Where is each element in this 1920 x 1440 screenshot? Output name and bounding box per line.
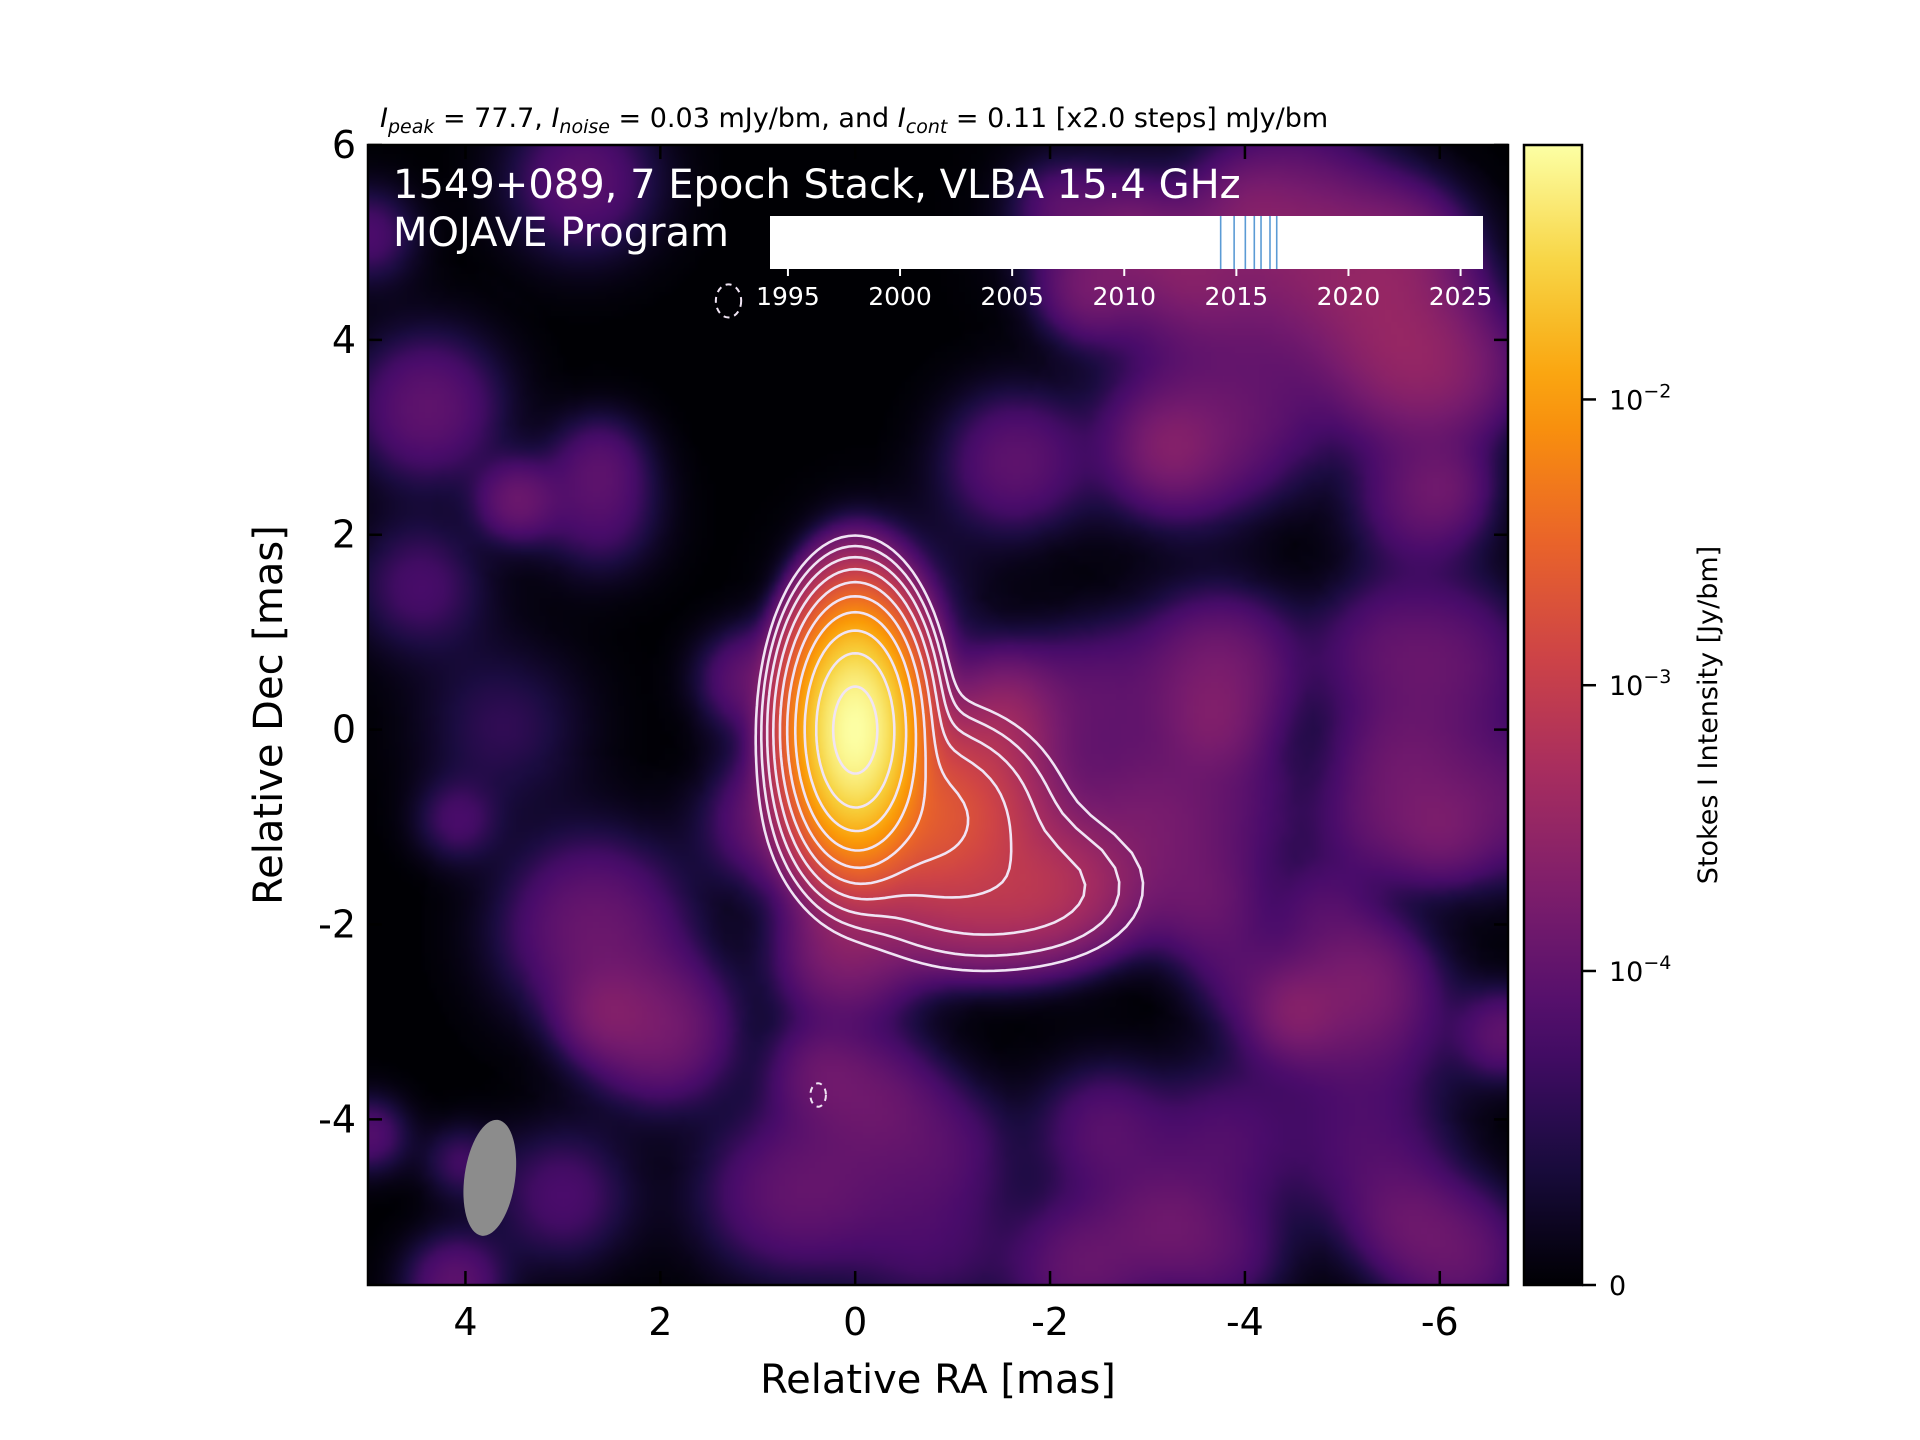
map-frame [366,143,1510,1287]
x-axis-ticks: 4 2 0 -2 -4 -6 [453,145,1459,1344]
negative-contours [714,283,827,1108]
y-tick-label: 6 [332,123,356,167]
x-tick-label: -2 [1031,1300,1069,1344]
contour-level-7 [794,610,918,852]
negative-contour-2 [714,283,743,319]
x-tick-label: 2 [648,1300,672,1344]
contour-level-10 [831,685,879,775]
map-subtitle: MOJAVE Program [393,210,729,256]
negative-contour-1 [809,1082,827,1108]
y-tick-label: 2 [332,513,356,557]
colorbar [1522,143,1584,1287]
header-stats: Ipeak = 77.7, Inoise = 0.03 mJy/bm, and … [380,103,1328,138]
contour-level-3 [765,555,1087,936]
contour-level-2 [760,544,1121,958]
x-tick-label: 4 [453,1300,477,1344]
y-tick-label: -4 [318,1097,356,1141]
y-tick-label: -2 [318,902,356,946]
contour-level-8 [803,629,908,833]
contour-level-9 [815,651,896,809]
x-tick-label: -6 [1421,1300,1459,1344]
colorbar-tick-label: 10−4 [1609,952,1671,988]
x-tick-label: -4 [1226,1300,1264,1344]
intensity-heatmap [368,145,1508,1285]
inset-box [770,216,1483,269]
map-title: 1549+089, 7 Epoch Stack, VLBA 15.4 GHz [393,162,1241,208]
x-tick-label: 0 [843,1300,867,1344]
x-axis-label: Relative RA [mas] [760,1357,1116,1403]
inset-tick-label: 2000 [868,282,932,311]
colorbar-ticks: 10−2 10−3 10−4 0 [1582,380,1671,1302]
colorbar-tick-label: 0 [1609,1271,1626,1302]
contour-level-6 [785,594,927,870]
y-tick-label: 4 [332,318,356,362]
inset-tick-label: 2015 [1205,282,1269,311]
inset-ticks: 1995 2000 2005 2010 2015 2020 2025 [756,269,1492,311]
y-axis-ticks: 6 4 2 0 -2 -4 [318,123,1508,1141]
contour-level-4 [772,567,1013,901]
inset-tick-label: 2025 [1429,282,1493,311]
y-tick-label: 0 [332,708,356,752]
colorbar-tick-label: 10−3 [1609,666,1671,702]
inset-tick-label: 1995 [756,282,820,311]
inset-tick-label: 2005 [980,282,1044,311]
epoch-timeline-inset: 1995 2000 2005 2010 2015 2020 2025 [756,216,1492,311]
colorbar-label: Stokes I Intensity [Jy/bm] [1693,546,1724,884]
contour-level-1 [754,534,1145,973]
y-axis-label: Relative Dec [mas] [246,525,292,905]
contour-layer [754,534,1145,973]
inset-epoch-lines [1219,216,1278,269]
inset-tick-label: 2020 [1317,282,1381,311]
colorbar-tick-label: 10−2 [1609,380,1671,416]
beam-ellipse [463,1119,517,1236]
inset-tick-label: 2010 [1092,282,1156,311]
contour-level-5 [778,580,970,886]
